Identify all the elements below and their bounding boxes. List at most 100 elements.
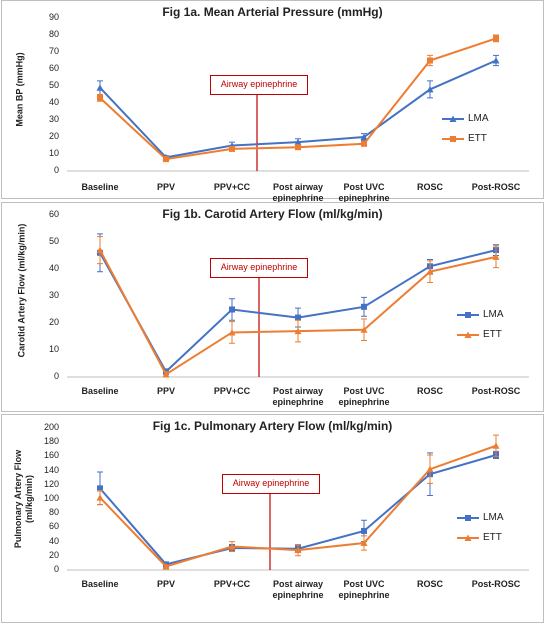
- chart: [67, 233, 529, 378]
- y-tick-label: 60: [48, 63, 59, 73]
- y-tick-label: 50: [48, 80, 59, 90]
- marker: [493, 35, 499, 42]
- marker: [426, 268, 434, 275]
- y-tick-label: 30: [48, 290, 59, 300]
- marker: [361, 527, 367, 534]
- legend-label: LMA: [483, 309, 504, 320]
- y-tick-label: 10: [48, 148, 59, 158]
- y-tick-label: 90: [48, 12, 59, 22]
- x-tick-label: PPV+CC: [213, 182, 251, 192]
- marker: [427, 57, 433, 64]
- x-tick-label: Post-ROSC: [471, 182, 521, 192]
- y-tick-label: 50: [48, 236, 59, 246]
- chart-title: Fig 1c. Pulmonary Artery Flow (ml/kg/min…: [152, 419, 393, 433]
- marker: [162, 562, 170, 570]
- x-tick-label: Post airway epinephrine: [272, 182, 324, 203]
- x-tick-label: Post UVC epinephrine: [338, 579, 390, 600]
- y-tick-label: 120: [43, 478, 59, 489]
- y-tick-label: 10: [48, 344, 59, 354]
- y-tick-label: 160: [43, 450, 59, 461]
- y-tick-label: 20: [48, 317, 59, 327]
- legend-label: LMA: [483, 512, 504, 523]
- x-tick-label: PPV+CC: [213, 386, 251, 396]
- annotation: Airway epinephrine: [222, 474, 320, 494]
- marker: [228, 328, 236, 336]
- marker: [294, 327, 302, 335]
- marker: [228, 543, 236, 550]
- y-axis-label: Mean BP (mmHg): [14, 51, 25, 127]
- y-axis-label: Carotid Artery Flow (ml/kg/min): [16, 223, 27, 358]
- y-tick-label: 60: [48, 209, 59, 219]
- x-tick-label: Post-ROSC: [471, 579, 521, 589]
- legend-label: LMA: [468, 113, 489, 124]
- marker: [492, 253, 500, 260]
- chart: [67, 434, 529, 571]
- x-tick-label: Post airway epinephrine: [272, 579, 324, 600]
- marker: [492, 442, 500, 449]
- marker: [426, 465, 434, 473]
- y-tick-label: 0: [53, 165, 59, 175]
- y-tick-label: 60: [48, 521, 59, 532]
- legend-label: ETT: [468, 133, 487, 144]
- y-tick-label: 20: [48, 549, 59, 560]
- chart-title: Fig 1b. Carotid Artery Flow (ml/kg/min): [162, 207, 383, 221]
- y-tick-label: 40: [48, 97, 59, 107]
- y-tick-label: 140: [43, 464, 59, 475]
- y-tick-label: 40: [48, 263, 59, 273]
- legend-marker: [464, 331, 472, 338]
- annotation: Airway epinephrine: [210, 258, 308, 278]
- y-tick-label: 100: [43, 493, 59, 503]
- marker: [294, 546, 302, 554]
- marker: [360, 539, 368, 547]
- marker: [97, 485, 103, 492]
- marker: [360, 326, 368, 333]
- marker: [295, 314, 301, 321]
- x-tick-label: PPV+CC: [213, 579, 251, 589]
- y-tick-label: 20: [48, 131, 59, 141]
- legend-label: ETT: [483, 329, 502, 340]
- marker: [426, 85, 434, 93]
- marker: [492, 57, 500, 64]
- marker: [360, 133, 368, 140]
- marker: [295, 144, 301, 151]
- marker: [162, 370, 170, 378]
- x-tick-label: Post UVC epinephrine: [338, 386, 390, 407]
- chart-panel: Fig 1b. Carotid Artery Flow (ml/kg/min) C…: [1, 202, 544, 412]
- marker: [96, 246, 104, 254]
- legend-marker: [465, 312, 471, 318]
- marker: [229, 145, 235, 152]
- x-tick-label: PPV: [156, 579, 175, 589]
- x-tick-label: Baseline: [81, 182, 119, 192]
- x-tick-label: Post UVC epinephrine: [338, 182, 390, 203]
- chart-title: Fig 1a. Mean Arterial Pressure (mmHg): [162, 5, 383, 19]
- chart: [67, 34, 529, 172]
- x-tick-label: ROSC: [416, 182, 443, 192]
- marker: [229, 306, 235, 313]
- y-tick-label: 30: [48, 114, 59, 124]
- x-tick-label: Post-ROSC: [471, 386, 521, 396]
- y-tick-label: 0: [53, 371, 59, 381]
- x-tick-label: PPV: [156, 182, 175, 192]
- legend-marker: [465, 515, 471, 521]
- x-tick-label: Baseline: [81, 386, 119, 396]
- marker: [96, 494, 104, 501]
- marker: [361, 303, 367, 310]
- legend-marker: [450, 136, 456, 142]
- y-tick-label: 180: [43, 436, 59, 447]
- x-tick-label: PPV: [156, 386, 175, 396]
- marker: [294, 138, 302, 146]
- marker: [163, 156, 169, 163]
- y-tick-label: 80: [48, 507, 59, 518]
- legend-marker: [464, 534, 472, 541]
- y-tick-label: 200: [43, 422, 59, 432]
- x-tick-label: Baseline: [81, 579, 119, 589]
- marker: [97, 94, 103, 101]
- marker: [361, 140, 367, 147]
- y-tick-label: 80: [48, 29, 59, 39]
- y-tick-label: 40: [48, 535, 59, 546]
- x-tick-label: ROSC: [416, 579, 443, 589]
- chart-panel: Fig 1c. Pulmonary Artery Flow (ml/kg/min…: [1, 414, 544, 623]
- legend-label: ETT: [483, 532, 502, 543]
- legend-marker: [449, 115, 457, 122]
